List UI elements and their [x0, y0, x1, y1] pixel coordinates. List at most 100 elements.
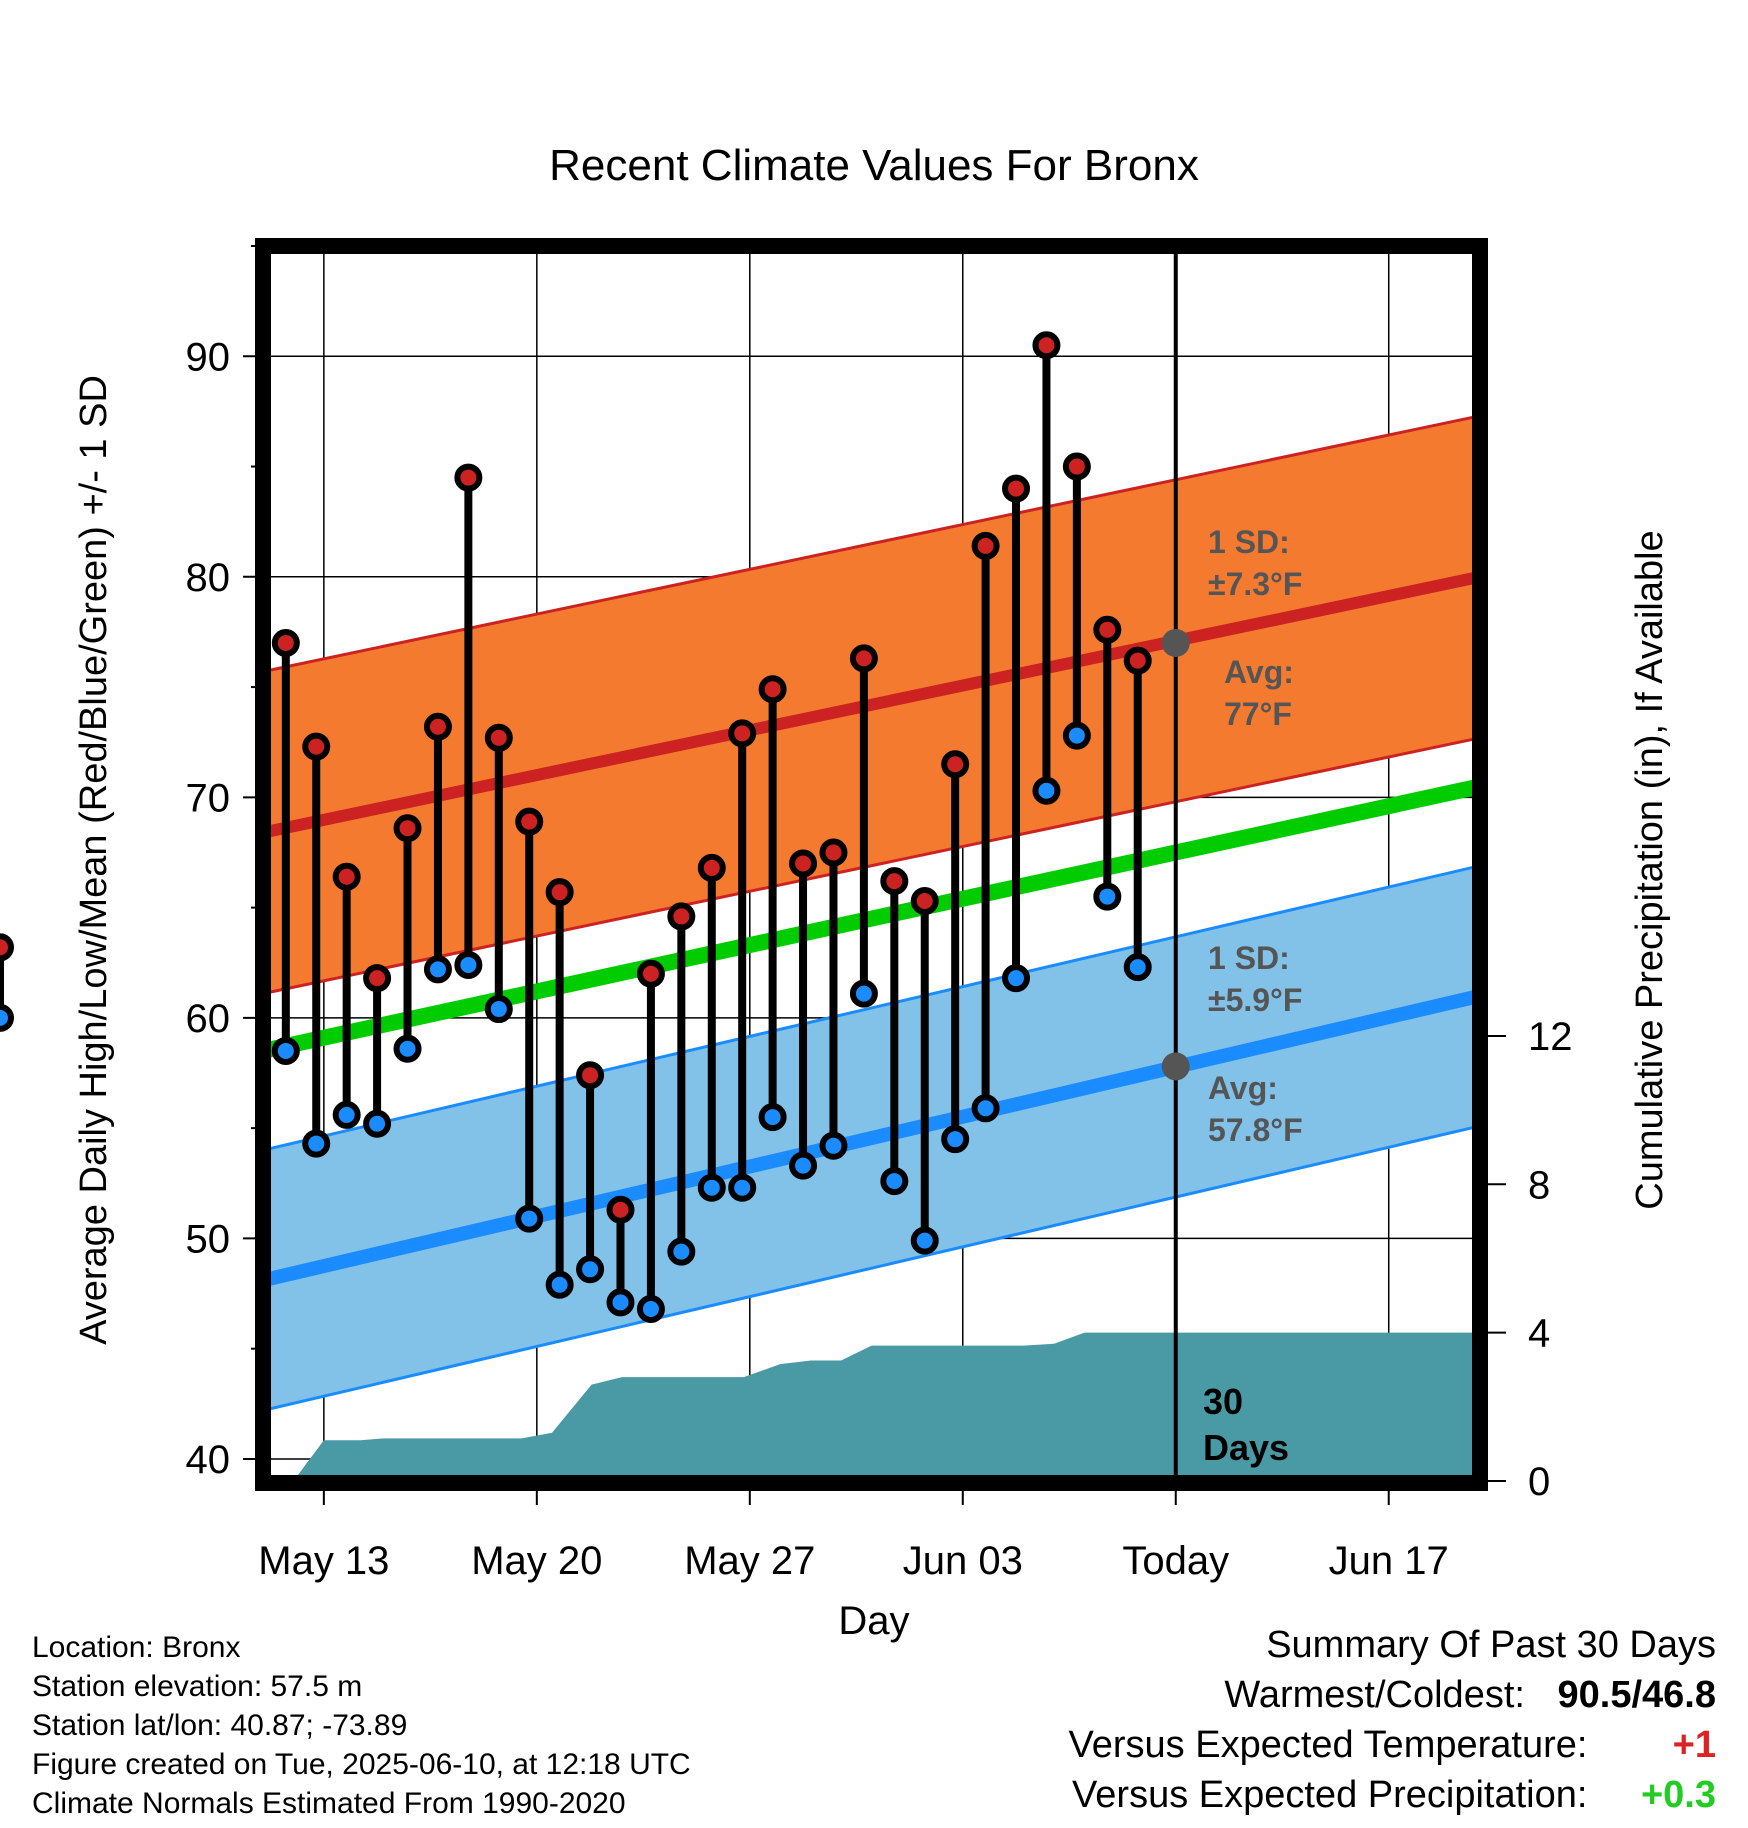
- y-tick-label: 60: [186, 997, 231, 1041]
- high-point: [0, 933, 14, 962]
- low-avg-annotation: Avg:: [1208, 1070, 1278, 1106]
- high-avg-annotation: Avg:: [1224, 654, 1294, 690]
- high-point: [606, 1195, 635, 1224]
- station-info: Location: Bronx Station elevation: 57.5 …: [32, 1628, 691, 1823]
- low-point: [941, 1125, 970, 1154]
- high-point: [941, 750, 970, 779]
- normals-text: Climate Normals Estimated From 1990-2020: [32, 1787, 626, 1820]
- high-point: [636, 959, 665, 988]
- warm-cold-label: Warmest/Coldest:: [1224, 1674, 1525, 1716]
- y-tick-label: 50: [186, 1217, 231, 1261]
- x-tick-label: Jun 03: [903, 1539, 1023, 1583]
- high-point: [1123, 646, 1152, 675]
- high-point: [484, 723, 513, 752]
- location-text: Location: Bronx: [32, 1631, 241, 1664]
- high-point: [393, 814, 422, 843]
- low-avg-annotation: 57.8°F: [1208, 1112, 1303, 1148]
- summary-panel: Summary Of Past 30 Days Warmest/Coldest:…: [1069, 1620, 1716, 1820]
- temp-value: +1: [1672, 1724, 1716, 1766]
- y2-tick-label: 4: [1528, 1312, 1550, 1356]
- high-point: [1062, 452, 1091, 481]
- low-point: [1062, 721, 1091, 750]
- elevation-text: Station elevation: 57.5 m: [32, 1670, 363, 1703]
- precip-area: [293, 1332, 1480, 1481]
- today-avg-high-marker: [1161, 628, 1190, 657]
- plot-frame: [255, 238, 1488, 1491]
- summary-title: Summary Of Past 30 Days: [1266, 1624, 1716, 1666]
- high-avg-annotation: 77°F: [1224, 696, 1292, 732]
- precip-value: +0.3: [1640, 1774, 1716, 1816]
- low-point: [819, 1131, 848, 1160]
- window-days-label: Days: [1203, 1427, 1289, 1468]
- high-sd-annotation: 1 SD:: [1208, 524, 1290, 560]
- low-point: [728, 1173, 757, 1202]
- low-point: [758, 1103, 787, 1132]
- today-avg-low-marker: [1161, 1052, 1190, 1081]
- high-point: [363, 964, 392, 993]
- y-tick-label: 80: [186, 556, 231, 600]
- y-axis-title: Average Daily High/Low/Mean (Red/Blue/Gr…: [73, 375, 115, 1345]
- low-point: [484, 995, 513, 1024]
- created-text: Figure created on Tue, 2025-06-10, at 12…: [32, 1748, 691, 1781]
- high-point: [758, 675, 787, 704]
- low-point: [1032, 776, 1061, 805]
- high-point: [454, 463, 483, 492]
- y2-axis-title: Cumulative Precipitation (in), If Availa…: [1629, 530, 1671, 1209]
- low-point: [606, 1288, 635, 1317]
- low-point: [545, 1270, 574, 1299]
- low-point: [393, 1034, 422, 1063]
- low-point: [667, 1237, 696, 1266]
- low-point: [1002, 964, 1031, 993]
- high-point: [849, 644, 878, 673]
- precip-label: Versus Expected Precipitation:: [1072, 1774, 1588, 1816]
- summary-precip: Versus Expected Precipitation: +0.3: [1069, 1770, 1716, 1820]
- warm-cold-value: 90.5/46.8: [1557, 1674, 1716, 1716]
- avg-mean-line: [261, 778, 1482, 1059]
- low-point: [423, 955, 452, 984]
- low-point: [332, 1100, 361, 1129]
- high-point: [1093, 615, 1122, 644]
- high-point: [697, 853, 726, 882]
- low-point: [515, 1204, 544, 1233]
- plot-area: 1 SD: ±7.3°F Avg: 77°F 1 SD: ±5.9°F Avg: 57.8°F…: [0, 238, 1573, 1583]
- high-point: [423, 712, 452, 741]
- high-point: [728, 719, 757, 748]
- x-tick-label: May 27: [684, 1539, 815, 1583]
- low-point: [789, 1151, 818, 1180]
- window-days-label: 30: [1203, 1381, 1243, 1422]
- low-point: [576, 1255, 605, 1284]
- x-tick-label: May 20: [471, 1539, 602, 1583]
- low-sd-annotation: ±5.9°F: [1208, 982, 1302, 1018]
- temp-label: Versus Expected Temperature:: [1068, 1724, 1588, 1766]
- low-sd-annotation: 1 SD:: [1208, 940, 1290, 976]
- low-point: [880, 1167, 909, 1196]
- y2-tick-label: 12: [1528, 1015, 1573, 1059]
- low-point: [971, 1094, 1000, 1123]
- high-point: [667, 902, 696, 931]
- high-point: [332, 862, 361, 891]
- high-point: [1032, 331, 1061, 360]
- low-point: [302, 1129, 331, 1158]
- low-point: [636, 1294, 665, 1323]
- y-tick-label: 40: [186, 1438, 231, 1482]
- high-point: [545, 878, 574, 907]
- x-tick-label: Today: [1122, 1539, 1229, 1583]
- x-tick-label: Jun 17: [1329, 1539, 1449, 1583]
- high-point: [515, 807, 544, 836]
- low-point: [910, 1226, 939, 1255]
- low-point: [697, 1173, 726, 1202]
- low-point: [271, 1036, 300, 1065]
- y2-tick-label: 8: [1528, 1163, 1550, 1207]
- high-point: [880, 867, 909, 896]
- high-point: [789, 849, 818, 878]
- summary-temp: Versus Expected Temperature: +1: [1069, 1720, 1716, 1770]
- x-axis-title: Day: [838, 1599, 909, 1643]
- high-point: [302, 732, 331, 761]
- x-tick-label: May 13: [258, 1539, 389, 1583]
- high-point: [271, 628, 300, 657]
- low-point: [849, 979, 878, 1008]
- chart-title: Recent Climate Values For Bronx: [549, 141, 1199, 190]
- summary-warm-cold: Warmest/Coldest: 90.5/46.8: [1069, 1670, 1716, 1720]
- high-point: [576, 1061, 605, 1090]
